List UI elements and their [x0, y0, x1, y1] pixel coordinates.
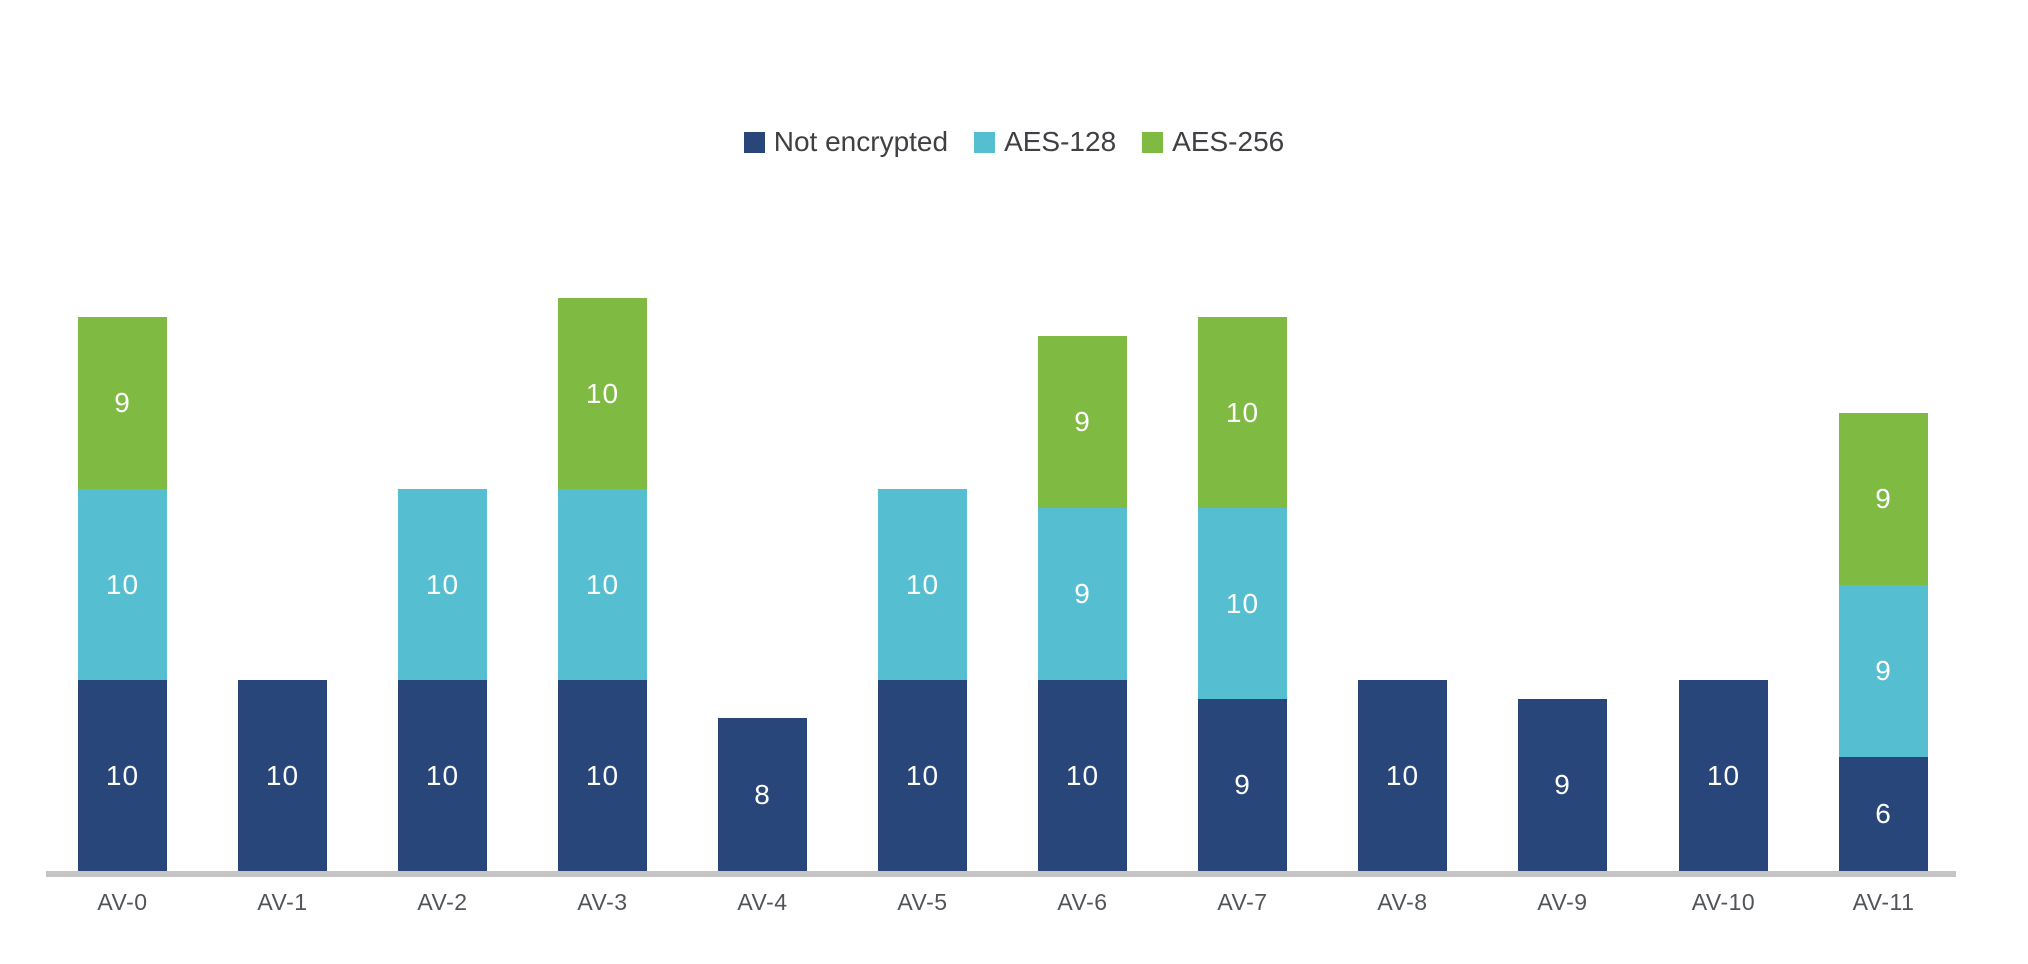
segment-av-4-not-encrypted: 8 [718, 718, 807, 871]
segment-av-11-aes-256: 9 [1839, 413, 1928, 585]
legend-item-not-encrypted: Not encrypted [743, 126, 949, 157]
x-axis-label-av-11: AV-11 [1852, 889, 1915, 915]
value-label: 10 [1225, 587, 1260, 619]
value-label: 9 [114, 387, 131, 418]
value-label: 10 [585, 759, 620, 791]
value-label: 10 [105, 568, 140, 600]
value-label: 10 [585, 568, 620, 600]
legend-swatch-not-encrypted [743, 131, 765, 153]
value-label: 10 [265, 759, 300, 791]
bar-av-9: 9 [1518, 699, 1607, 871]
segment-av-2-not-encrypted: 10 [398, 680, 487, 871]
value-label: 9 [1875, 483, 1892, 514]
legend-label-not-encrypted: Not encrypted [773, 126, 949, 157]
segment-av-7-aes-256: 10 [1198, 317, 1287, 508]
value-label: 9 [1875, 655, 1892, 686]
value-label: 10 [425, 759, 460, 791]
legend-swatch-aes-256 [1142, 131, 1164, 153]
bar-av-4: 8 [718, 718, 807, 871]
value-label: 10 [1065, 759, 1100, 791]
bar-av-2: 10 10 [398, 489, 487, 871]
legend: Not encrypted AES-128 AES-256 [0, 128, 2028, 156]
legend-label-aes-256: AES-256 [1172, 126, 1285, 157]
bar-av-8: 10 [1358, 680, 1447, 871]
legend-swatch-aes-128 [974, 131, 996, 153]
value-label: 6 [1875, 798, 1892, 829]
x-axis-label-av-10: AV-10 [1691, 889, 1756, 915]
segment-av-0-not-encrypted: 10 [78, 680, 167, 871]
segment-av-7-not-encrypted: 9 [1198, 699, 1287, 871]
x-axis-line [46, 871, 1956, 877]
segment-av-6-aes-128: 9 [1038, 508, 1127, 680]
value-label: 10 [1225, 396, 1260, 428]
legend-item-aes-128: AES-128 [974, 128, 1116, 156]
bar-av-6: 9 9 10 [1038, 336, 1127, 871]
x-axis-label-av-3: AV-3 [577, 889, 628, 915]
segment-av-8-not-encrypted: 10 [1358, 680, 1447, 871]
segment-av-0-aes-256: 9 [78, 317, 167, 489]
x-axis-label-av-0: AV-0 [97, 889, 148, 915]
x-axis-label-av-2: AV-2 [417, 889, 468, 915]
segment-av-7-aes-128: 10 [1198, 508, 1287, 699]
value-label: 9 [1234, 769, 1251, 800]
segment-av-0-aes-128: 10 [78, 489, 167, 680]
segment-av-11-not-encrypted: 6 [1839, 757, 1928, 871]
value-label: 8 [754, 778, 771, 810]
segment-av-5-not-encrypted: 10 [878, 680, 967, 871]
bar-av-1: 10 [238, 680, 327, 871]
segment-av-5-aes-128: 10 [878, 489, 967, 680]
segment-av-9-not-encrypted: 9 [1518, 699, 1607, 871]
x-axis-label-av-5: AV-5 [897, 889, 948, 915]
segment-av-6-not-encrypted: 10 [1038, 680, 1127, 871]
x-axis-label-av-1: AV-1 [257, 889, 308, 915]
segment-av-3-aes-256: 10 [558, 298, 647, 489]
segment-av-3-aes-128: 10 [558, 489, 647, 680]
bar-av-7: 10 10 9 [1198, 317, 1287, 871]
legend-label-aes-128: AES-128 [1004, 126, 1117, 157]
x-axis-label-av-9: AV-9 [1537, 889, 1588, 915]
x-axis-label-av-6: AV-6 [1057, 889, 1108, 915]
value-label: 10 [425, 568, 460, 600]
value-label: 10 [105, 759, 140, 791]
x-axis-label-av-4: AV-4 [737, 889, 788, 915]
value-label: 10 [905, 568, 940, 600]
bar-av-10: 10 [1679, 680, 1768, 871]
bar-av-3: 10 10 10 [558, 298, 647, 871]
bar-av-11: 9 9 6 [1839, 413, 1928, 871]
legend-item-aes-256: AES-256 [1142, 128, 1284, 156]
x-axis-label-av-7: AV-7 [1217, 889, 1268, 915]
x-axis-label-av-8: AV-8 [1377, 889, 1428, 915]
bar-av-5: 10 10 [878, 489, 967, 871]
bar-av-0: 9 10 10 [78, 317, 167, 871]
segment-av-6-aes-256: 9 [1038, 336, 1127, 508]
segment-av-2-aes-128: 10 [398, 489, 487, 680]
segment-av-1-not-encrypted: 10 [238, 680, 327, 871]
segment-av-10-not-encrypted: 10 [1679, 680, 1768, 871]
segment-av-3-not-encrypted: 10 [558, 680, 647, 871]
value-label: 10 [1706, 759, 1741, 791]
value-label: 10 [585, 377, 620, 409]
value-label: 9 [1074, 406, 1091, 437]
segment-av-11-aes-128: 9 [1839, 585, 1928, 757]
value-label: 10 [1385, 759, 1420, 791]
value-label: 9 [1074, 578, 1091, 609]
value-label: 10 [905, 759, 940, 791]
value-label: 9 [1554, 769, 1571, 800]
